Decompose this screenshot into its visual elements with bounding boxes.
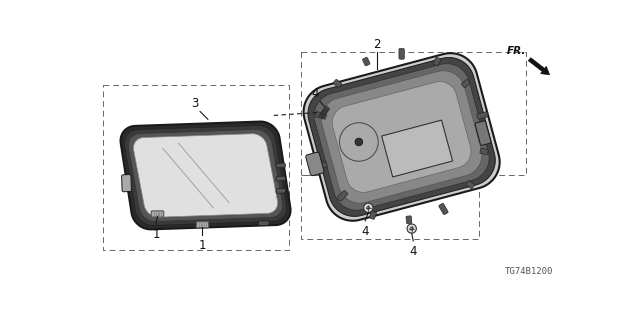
Polygon shape (461, 79, 470, 88)
FancyBboxPatch shape (151, 211, 164, 217)
Text: 1: 1 (152, 228, 160, 241)
Polygon shape (433, 57, 441, 66)
Polygon shape (306, 152, 324, 176)
Polygon shape (122, 175, 131, 192)
Polygon shape (308, 58, 495, 216)
Text: 3: 3 (191, 97, 198, 110)
Polygon shape (362, 57, 370, 66)
Polygon shape (369, 211, 376, 219)
Polygon shape (303, 53, 500, 221)
Text: 4: 4 (311, 87, 319, 100)
Polygon shape (477, 112, 488, 119)
Circle shape (407, 224, 417, 233)
Polygon shape (276, 188, 285, 193)
Text: 4: 4 (410, 245, 417, 258)
Polygon shape (466, 181, 474, 188)
Polygon shape (332, 82, 471, 192)
Polygon shape (314, 64, 489, 210)
Polygon shape (120, 122, 291, 229)
Polygon shape (129, 129, 283, 221)
Text: 4: 4 (362, 225, 369, 238)
Circle shape (410, 227, 413, 230)
FancyBboxPatch shape (196, 222, 209, 228)
Circle shape (355, 138, 363, 146)
Polygon shape (333, 79, 342, 88)
Polygon shape (399, 48, 404, 59)
Polygon shape (439, 204, 448, 215)
Bar (301, 175, 479, 239)
Text: TG74B1200: TG74B1200 (504, 267, 553, 276)
Polygon shape (337, 190, 348, 201)
Polygon shape (319, 162, 327, 169)
Polygon shape (315, 112, 326, 119)
Polygon shape (381, 120, 452, 177)
Text: FR.: FR. (507, 46, 527, 56)
Polygon shape (258, 221, 269, 226)
Text: 2: 2 (373, 38, 381, 51)
Polygon shape (480, 148, 488, 155)
Polygon shape (321, 71, 482, 203)
Circle shape (364, 203, 373, 212)
Text: 1: 1 (198, 239, 206, 252)
FancyArrow shape (528, 58, 550, 75)
Polygon shape (134, 134, 278, 217)
Polygon shape (124, 125, 287, 225)
Bar (301, 52, 525, 175)
Polygon shape (276, 163, 285, 168)
Circle shape (367, 206, 370, 209)
Polygon shape (406, 216, 412, 224)
Polygon shape (475, 121, 491, 145)
Bar (103, 84, 289, 250)
Polygon shape (276, 176, 285, 181)
